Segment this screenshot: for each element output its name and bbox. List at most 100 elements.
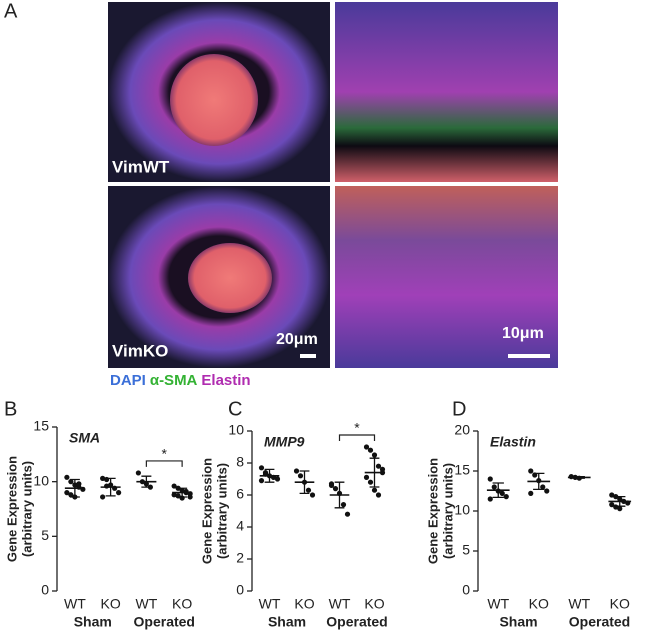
significance-bracket (338, 434, 376, 441)
stain-legend: DAPI α-SMA Elastin (110, 372, 251, 389)
x-tick-label: KO (172, 596, 192, 612)
data-point (363, 474, 370, 480)
data-point (332, 486, 339, 492)
data-point (491, 484, 497, 490)
group-label: Sham (499, 614, 537, 630)
error-bar (533, 472, 545, 491)
significance-label: * (354, 420, 360, 436)
data-point (367, 447, 374, 453)
data-point (135, 470, 141, 476)
panel-label: B (4, 398, 17, 420)
chart-title: Elastin (490, 434, 536, 450)
y-tick-label: 15 (33, 418, 49, 434)
x-tick-label: WT (135, 596, 157, 612)
data-point (375, 463, 382, 469)
y-tick-label: 6 (236, 486, 244, 502)
micrograph (335, 186, 558, 368)
data-point (609, 492, 615, 498)
error-bar (141, 475, 152, 488)
x-tick-label: WT (487, 596, 509, 612)
micrograph (335, 2, 558, 182)
data-point (171, 492, 177, 498)
error-bar (264, 468, 275, 483)
x-tick-label: KO (364, 596, 384, 612)
legend-entry: α-SMA (150, 372, 198, 389)
y-axis-label: (arbitrary units) (440, 463, 455, 559)
y-tick-label: 10 (33, 472, 49, 488)
error-bar (299, 470, 310, 495)
legend-entry: DAPI (110, 372, 146, 389)
group-label: Operated (134, 614, 195, 630)
x-tick-label: WT (568, 596, 590, 612)
scale-label: 20μm (276, 331, 318, 348)
group-label: Sham (74, 614, 112, 630)
y-axis-label: (arbitrary units) (19, 461, 34, 557)
data-point (293, 468, 300, 474)
scale-label: 10μm (502, 325, 544, 342)
data-point (340, 502, 347, 508)
x-tick-label: WT (329, 596, 351, 612)
micrographs (108, 2, 558, 368)
y-tick-label: 15 (454, 462, 470, 478)
data-point (274, 476, 281, 482)
data-point (528, 468, 534, 474)
chart-title: MMP9 (264, 434, 305, 450)
data-point (171, 483, 177, 489)
error-bar (492, 482, 504, 499)
data-point (367, 479, 374, 485)
data-point (363, 444, 370, 450)
y-tick-label: 0 (236, 582, 244, 598)
x-tick-label: KO (610, 596, 630, 612)
data-point (100, 475, 106, 481)
data-point (64, 490, 70, 496)
error-bar (105, 477, 116, 497)
data-point (487, 496, 493, 502)
data-point (371, 452, 378, 458)
y-tick-label: 0 (462, 582, 470, 598)
data-point (540, 484, 546, 490)
data-point (258, 465, 265, 471)
x-tick-label: WT (64, 596, 86, 612)
group-label: Sham (268, 614, 306, 630)
x-tick-label: KO (101, 596, 121, 612)
y-tick-label: 2 (236, 550, 244, 566)
data-point (68, 492, 74, 498)
data-point (375, 492, 382, 498)
y-axis-label: Gene Expression (4, 456, 19, 562)
group-label: Operated (569, 614, 630, 630)
data-point (309, 492, 316, 498)
y-axis-label: (arbitrary units) (214, 463, 229, 559)
data-point (305, 487, 312, 493)
y-tick-label: 20 (454, 422, 470, 438)
y-axis-label: Gene Expression (425, 458, 440, 564)
data-point (76, 481, 82, 487)
data-point (187, 494, 193, 500)
data-point (528, 490, 534, 496)
y-tick-label: 8 (236, 454, 244, 470)
significance-label: * (162, 446, 168, 462)
panel-label: C (228, 398, 242, 420)
group-label: Operated (326, 614, 387, 630)
data-point (258, 478, 265, 484)
error-bar (369, 457, 380, 488)
data-point (100, 494, 106, 500)
data-point (503, 494, 509, 500)
lumen (188, 243, 272, 313)
y-tick-label: 0 (41, 582, 49, 598)
x-tick-label: KO (529, 596, 549, 612)
legend-entry: Elastin (201, 372, 250, 389)
data-point (617, 506, 623, 512)
data-point (68, 479, 74, 485)
data-point (104, 476, 110, 483)
data-point (116, 490, 122, 496)
image-label: VimKO (112, 341, 168, 360)
data-point (344, 511, 351, 517)
data-point (64, 474, 70, 480)
error-bar (69, 478, 80, 498)
image-label: VimWT (112, 157, 170, 176)
y-tick-label: 5 (41, 527, 49, 543)
data-point (609, 502, 615, 508)
panel-label: D (452, 398, 466, 420)
data-point (328, 482, 335, 488)
